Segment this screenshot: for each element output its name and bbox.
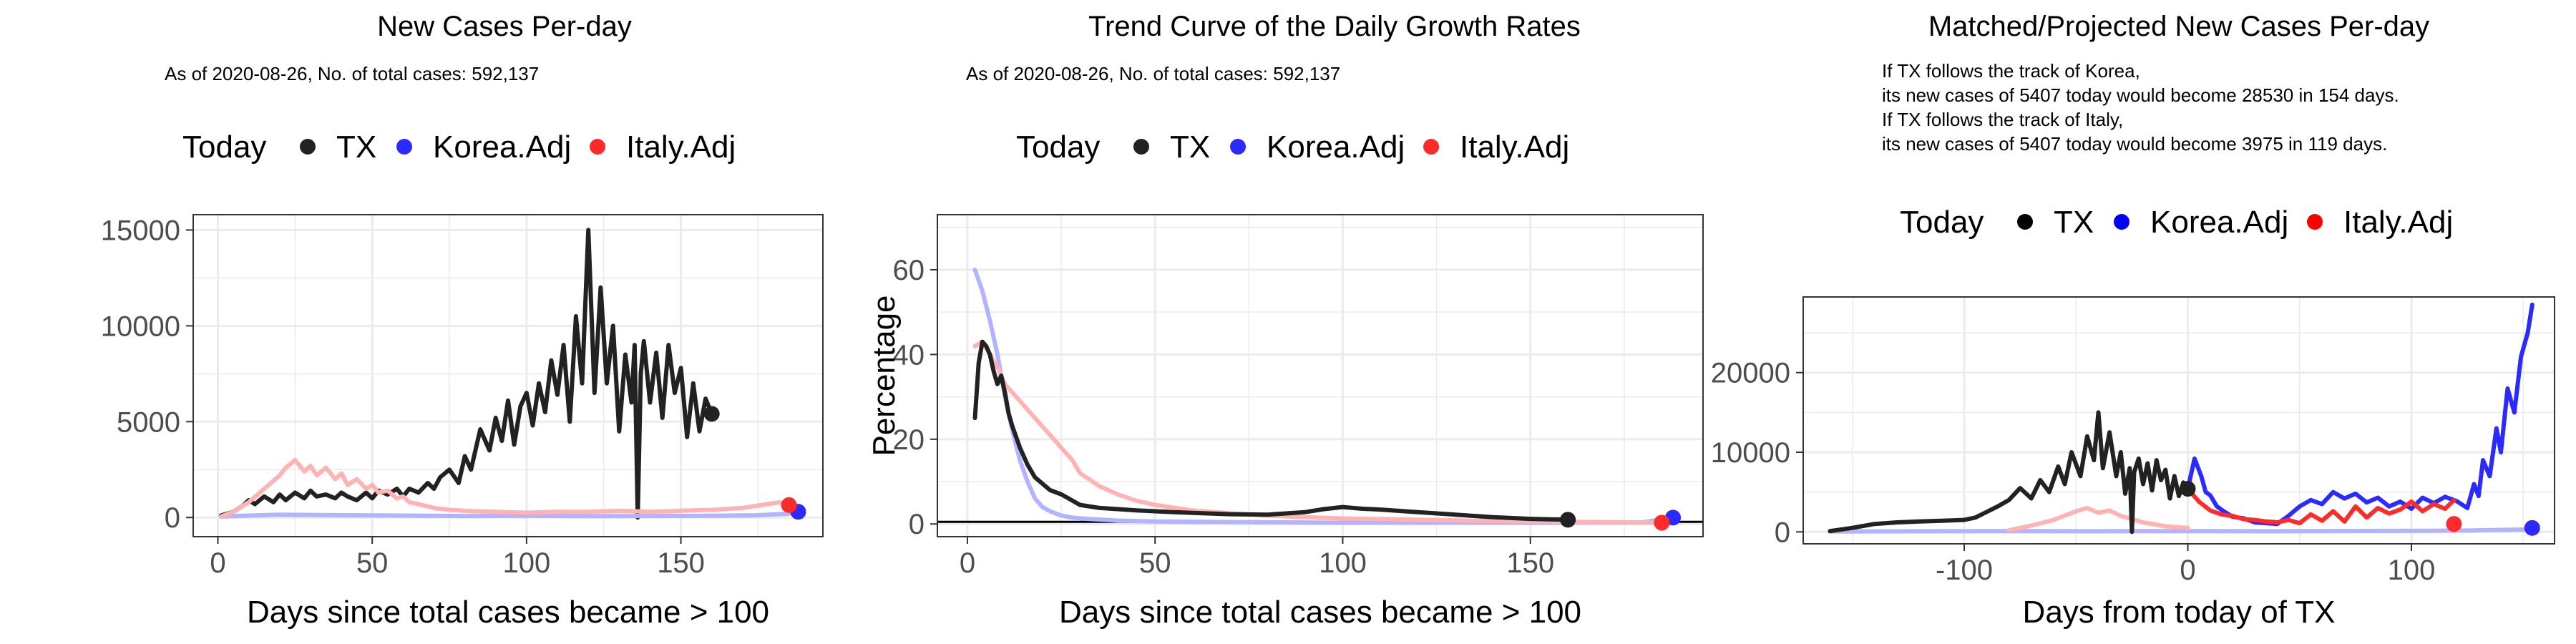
legend: Today TX Korea.Adj Italy.Adj xyxy=(1016,130,1569,165)
legend-marker xyxy=(1133,139,1149,155)
y-tick-label: 0 xyxy=(909,509,924,540)
annotation-line: its new cases of 5407 today would become… xyxy=(1882,84,2399,106)
annotation-line: If TX follows the track of Korea, xyxy=(1882,60,2140,82)
legend-title: Today xyxy=(182,130,266,165)
chart-title: Matched/Projected New Cases Per-day xyxy=(1928,11,2429,42)
series-line-tx xyxy=(1828,410,2190,535)
series-line-tx xyxy=(218,228,714,520)
y-tick-label: 15000 xyxy=(101,215,180,246)
chart-title: Trend Curve of the Daily Growth Rates xyxy=(1088,11,1581,42)
legend-title: Today xyxy=(1016,130,1100,165)
endpoint-marker-italy-adj xyxy=(781,497,797,513)
x-tick-label: 100 xyxy=(2388,555,2436,586)
x-tick-label: 0 xyxy=(960,547,975,579)
plot-panel xyxy=(193,215,823,537)
plot-border xyxy=(937,214,1704,537)
legend-entry: Korea.Adj xyxy=(1267,130,1405,165)
x-tick-label: 50 xyxy=(1139,547,1171,579)
chart-panel-3: Matched/Projected New Cases Per-day If TX… xyxy=(1711,11,2555,630)
chart-subtitle: As of 2020-08-26, No. of total cases: 59… xyxy=(165,63,539,84)
y-tick-label: 20000 xyxy=(1711,358,1790,389)
y-tick-label: 5000 xyxy=(117,406,180,438)
y-tick-label: 0 xyxy=(1775,517,1790,548)
endpoint-marker-tx xyxy=(703,406,720,422)
legend-entry: Italy.Adj xyxy=(2343,205,2453,240)
chart-subtitle: As of 2020-08-26, No. of total cases: 59… xyxy=(966,63,1340,84)
x-tick-label: 0 xyxy=(2180,555,2195,586)
legend-entry: Italy.Adj xyxy=(1460,130,1569,165)
series-line-italy-adj xyxy=(972,339,1664,525)
y-tick-label: 10000 xyxy=(1711,437,1790,469)
legend: Today TX Korea.Adj Italy.Adj xyxy=(1900,205,2453,240)
chart-panel-2: Trend Curve of the Daily Growth Rates As … xyxy=(867,11,1704,630)
endpoint-marker-italy-adj xyxy=(1654,514,1670,531)
chart-title: New Cases Per-day xyxy=(377,11,632,42)
endpoint-marker-italy-adj xyxy=(2446,516,2462,532)
x-tick-label: 100 xyxy=(1319,547,1367,579)
plot-border xyxy=(1802,296,2555,545)
plot-border xyxy=(192,214,824,537)
x-axis-title: Days since total cases became > 100 xyxy=(1059,595,1581,630)
y-tick-label: 10000 xyxy=(101,311,180,342)
series-line-italy-adj xyxy=(218,457,791,519)
legend-entry: Korea.Adj xyxy=(433,130,571,165)
x-tick-label: 50 xyxy=(356,547,389,579)
x-tick-label: 150 xyxy=(657,547,705,579)
chart-panel-1: New Cases Per-day As of 2020-08-26, No. o… xyxy=(101,11,824,630)
x-tick-label: 100 xyxy=(503,547,551,579)
x-tick-label: 0 xyxy=(210,547,225,579)
endpoint-marker-tx xyxy=(2180,481,2196,497)
y-tick-label: 0 xyxy=(165,502,180,534)
legend-title: Today xyxy=(1900,205,1984,240)
series-line-korea-adj xyxy=(1828,527,2526,534)
y-tick-label: 60 xyxy=(893,255,925,286)
legend-entry: TX xyxy=(2054,205,2094,240)
annotation-line: its new cases of 5407 today would become… xyxy=(1882,133,2387,155)
legend: Today TX Korea.Adj Italy.Adj xyxy=(182,130,736,165)
x-axis-title: Days from today of TX xyxy=(2023,595,2336,630)
series-line-korea-adj xyxy=(218,509,801,519)
legend-entry: TX xyxy=(1170,130,1210,165)
x-tick-label: 150 xyxy=(1506,547,1554,579)
legend-marker xyxy=(300,139,316,155)
x-axis-title: Days since total cases became > 100 xyxy=(247,595,769,630)
legend-marker xyxy=(396,139,412,155)
series-line-tx xyxy=(972,339,1571,522)
legend-entry: TX xyxy=(336,130,376,165)
legend-marker xyxy=(2017,214,2033,230)
legend-marker xyxy=(590,139,605,155)
legend-entry: Korea.Adj xyxy=(2150,205,2288,240)
legend-marker xyxy=(2114,214,2129,230)
y-tick-label: 40 xyxy=(893,339,925,371)
y-tick-label: 20 xyxy=(893,424,925,456)
series-line-italy-adj xyxy=(2006,505,2190,533)
legend-marker xyxy=(2307,214,2323,230)
x-tick-label: -100 xyxy=(1936,555,1993,586)
legend-marker xyxy=(1423,139,1439,155)
legend-entry: Italy.Adj xyxy=(626,130,736,165)
y-axis-title: Percentage xyxy=(867,295,902,456)
series-line-italy-adj xyxy=(2185,487,2457,526)
endpoint-marker-tx xyxy=(1560,512,1576,528)
legend-marker xyxy=(1230,139,1246,155)
annotation-line: If TX follows the track of Italy, xyxy=(1882,109,2123,130)
endpoint-marker-korea-adj xyxy=(2524,519,2540,536)
plot-panel xyxy=(937,215,1703,537)
